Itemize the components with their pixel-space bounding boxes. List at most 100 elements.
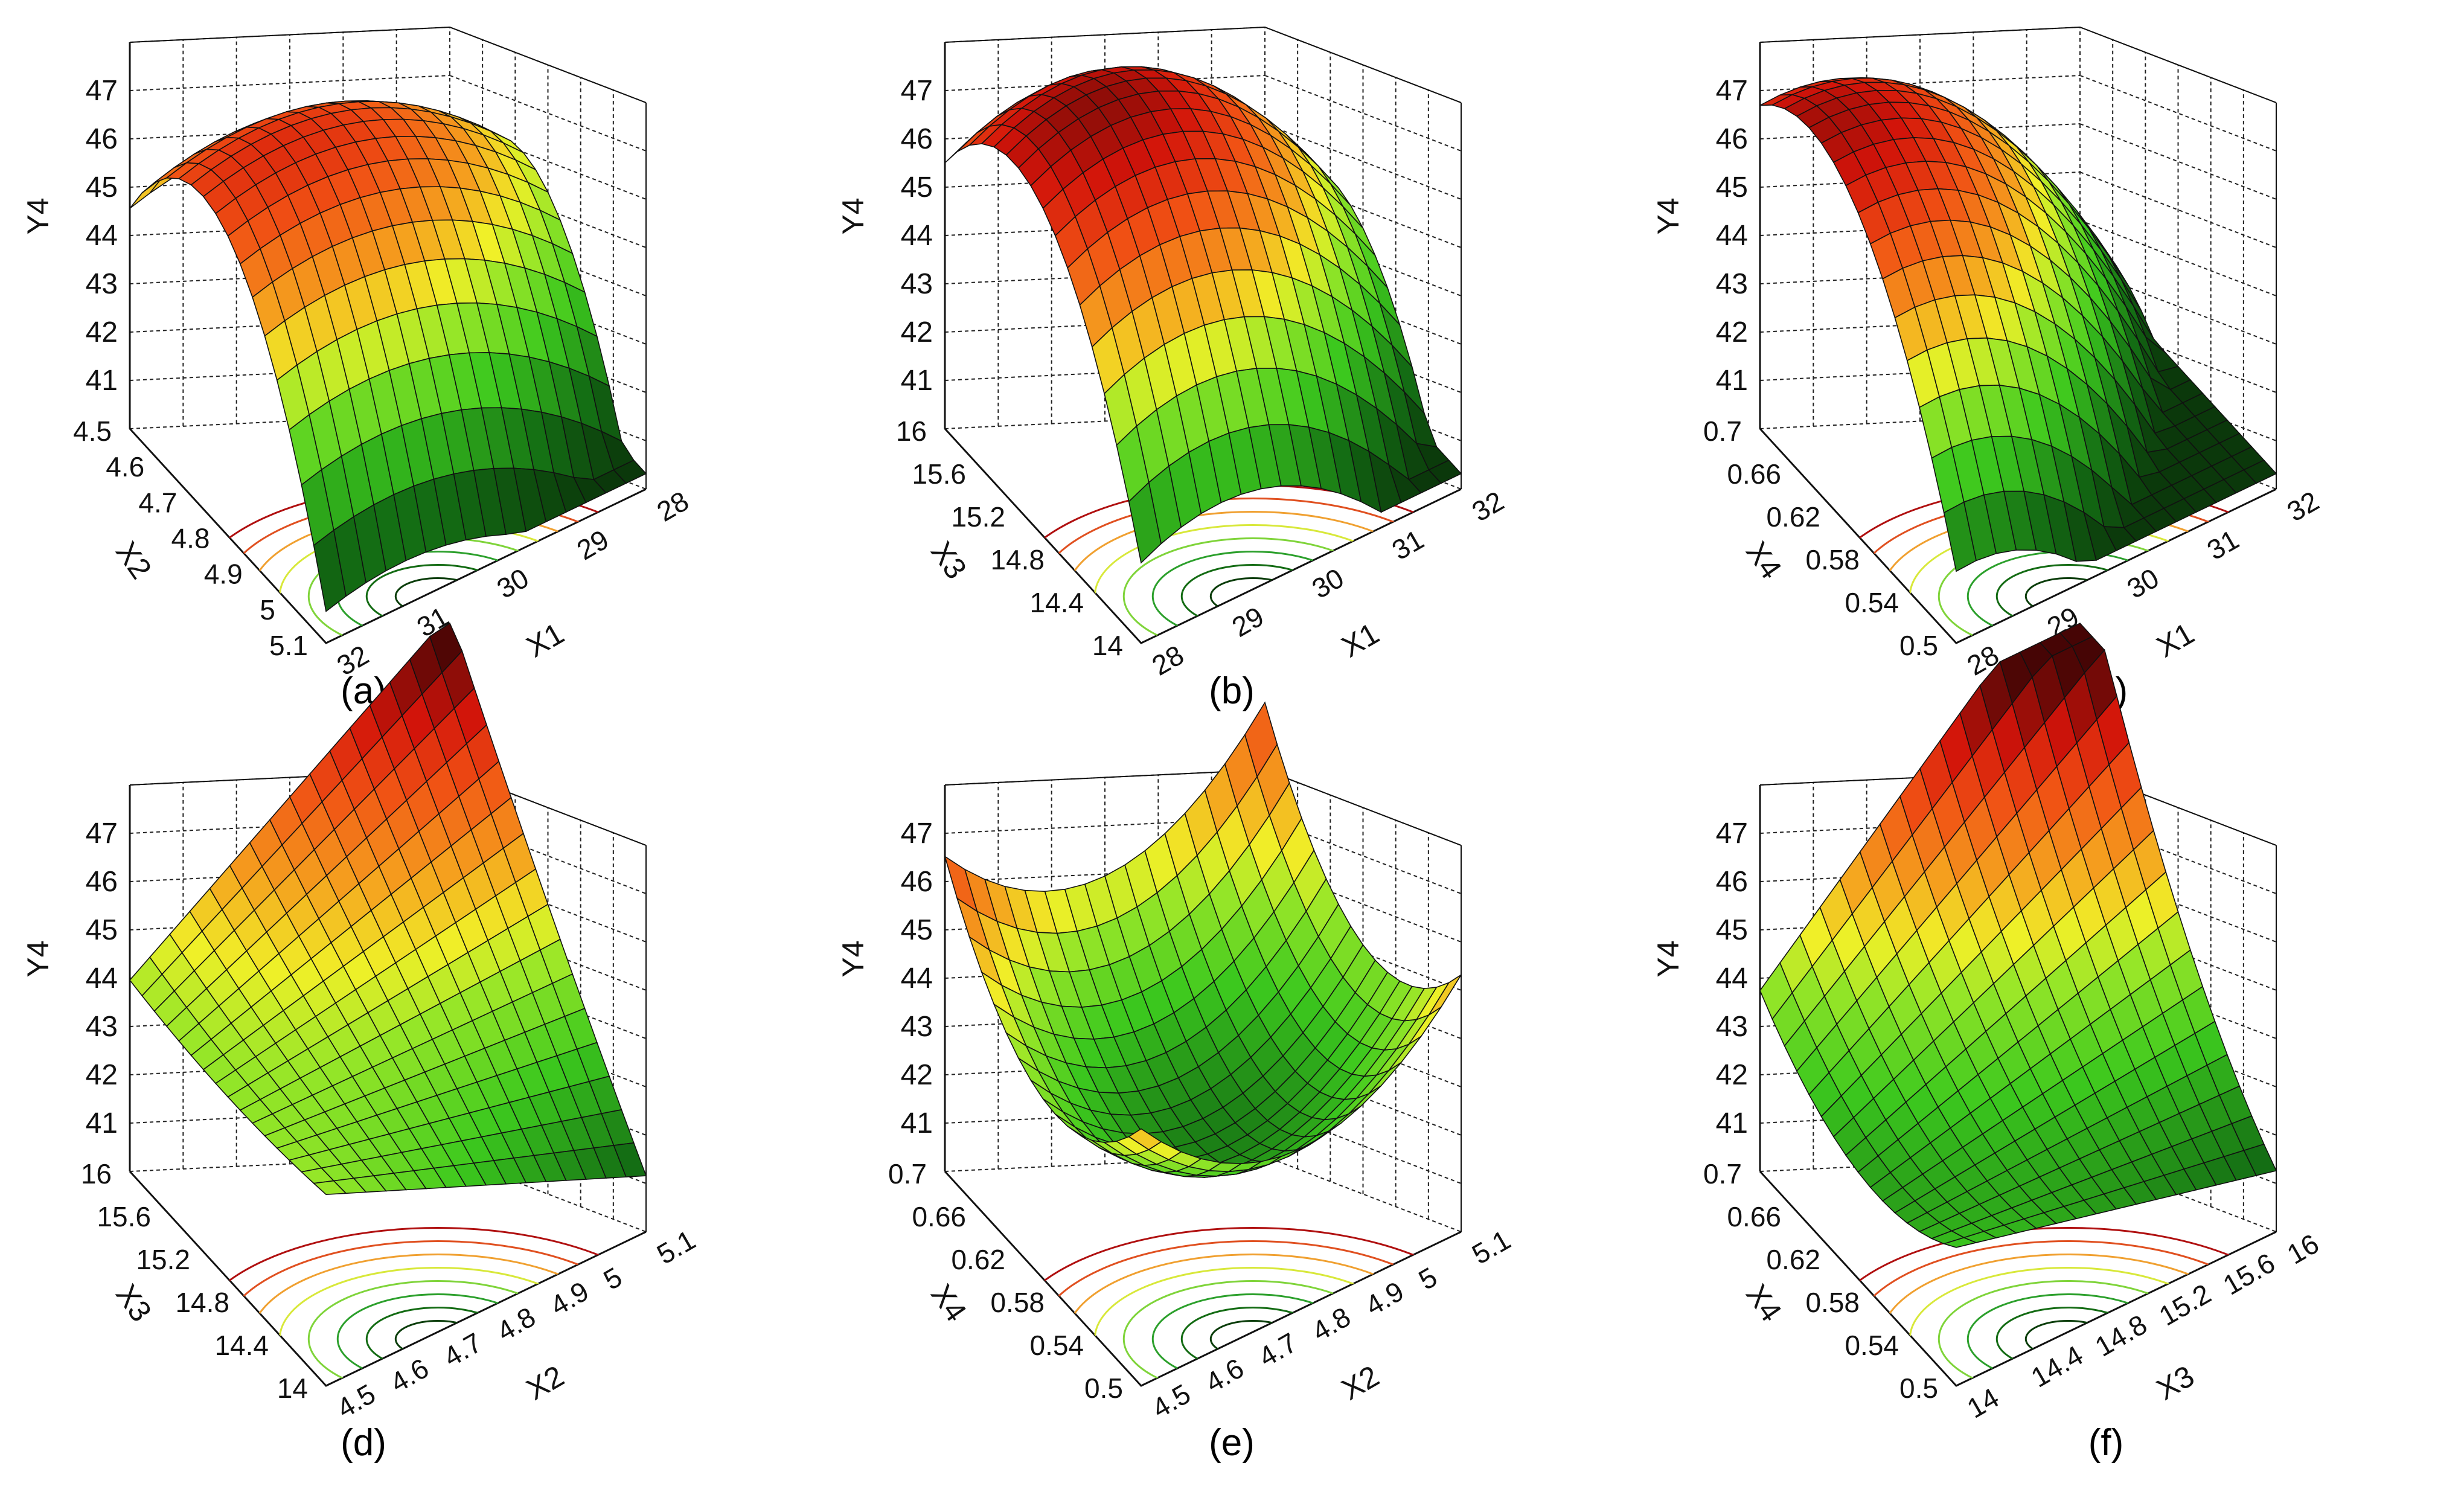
x-tick-label: 4.8 <box>1307 1301 1355 1347</box>
z-tick-label: 47 <box>86 75 118 107</box>
z-tick-label: 44 <box>86 962 118 994</box>
x-tick-label: 4.7 <box>438 1327 487 1373</box>
z-tick-label: 45 <box>86 171 118 203</box>
back-grid-line <box>2079 75 2277 152</box>
floor-contour-line <box>1035 1240 1461 1386</box>
back-grid-line <box>1264 123 1462 200</box>
y-axis-label: X2 <box>109 536 158 585</box>
surface-cell <box>613 460 647 484</box>
x-tick-label: 28 <box>1147 639 1189 682</box>
z-tick-label: 41 <box>1716 1107 1748 1139</box>
x-tick-label: 5 <box>598 1261 627 1296</box>
axis-frame <box>944 1170 1462 1387</box>
y-tick-label: 16 <box>896 415 927 447</box>
axis-frame <box>1759 26 2277 103</box>
axis-frame <box>129 428 647 644</box>
floor-contour-line <box>1035 498 1461 643</box>
z-tick-label: 42 <box>1716 1059 1748 1091</box>
y-tick-label: 0.62 <box>951 1244 1005 1275</box>
z-tick-label: 45 <box>901 171 933 203</box>
x-axis-label: X1 <box>2151 616 2200 664</box>
floor-contour-line <box>1180 1307 1325 1371</box>
x-tick-label: 32 <box>1467 485 1509 528</box>
surface-cell <box>2243 1143 2277 1176</box>
z-tick-label: 43 <box>1716 268 1748 300</box>
x-tick-label: 5.1 <box>1467 1224 1515 1270</box>
x-tick-label: 29 <box>1227 600 1269 643</box>
z-tick-label: 47 <box>901 818 933 850</box>
axis-frame <box>129 1170 647 1387</box>
y-tick-label: 14.8 <box>990 544 1045 575</box>
z-tick-label: 47 <box>1716 75 1748 107</box>
back-grid-line <box>129 75 450 91</box>
y-tick-label: 14.8 <box>175 1287 229 1318</box>
x-axis-label: X2 <box>521 1359 570 1406</box>
z-tick-label: 42 <box>1716 316 1748 348</box>
y-tick-label: 4.7 <box>138 487 177 518</box>
y-tick-label: 0.7 <box>888 1158 927 1190</box>
surface-cell <box>613 1142 647 1177</box>
y-tick-label: 0.62 <box>1766 501 1820 533</box>
z-tick-label: 46 <box>86 866 118 898</box>
floor-contour-line <box>220 1240 646 1386</box>
y-tick-label: 0.5 <box>1084 1372 1123 1404</box>
x-axis-label: X2 <box>1336 1359 1385 1406</box>
x-tick-label: 16 <box>2282 1228 2324 1270</box>
y-axis-label: X4 <box>924 1278 973 1328</box>
y-tick-label: 5 <box>260 594 275 626</box>
x-tick-label: 4.7 <box>1253 1327 1302 1373</box>
y-tick-label: 15.6 <box>912 458 966 490</box>
x-tick-label: 31 <box>1387 524 1429 566</box>
z-tick-label: 47 <box>1716 818 1748 850</box>
x-tick-label: 4.6 <box>385 1352 434 1398</box>
y-tick-label: 15.6 <box>97 1201 151 1232</box>
y-tick-label: 0.5 <box>1899 630 1938 661</box>
z-tick-label: 44 <box>86 220 118 252</box>
back-grid-line <box>449 75 647 152</box>
z-tick-label: 46 <box>1716 123 1748 155</box>
z-tick-label: 41 <box>901 1107 933 1139</box>
z-tick-label: 45 <box>901 914 933 946</box>
z-tick-label: 41 <box>901 365 933 397</box>
surface-cell <box>1428 460 1462 484</box>
y-tick-label: 0.66 <box>912 1201 966 1232</box>
z-tick-label: 46 <box>901 866 933 898</box>
surface-cell <box>129 177 163 209</box>
surface-panel-d: 41 42 43 44 45 46 47 Y4 16 15.6 15.2 14.8 14.4 14 X3 4.… <box>21 623 700 1424</box>
y-tick-label: 0.58 <box>1805 544 1860 575</box>
z-tick-label: 46 <box>1716 866 1748 898</box>
z-axis-label: Y4 <box>1651 940 1685 977</box>
x-tick-label: 30 <box>491 562 534 605</box>
x-tick-label: 4.9 <box>545 1275 594 1322</box>
z-tick-label: 44 <box>901 220 933 252</box>
x-tick-label: 30 <box>1307 562 1349 605</box>
y-axis-label: X3 <box>109 1278 158 1328</box>
panel-caption-d: (d) <box>341 1422 386 1464</box>
y-axis-label: X4 <box>1739 1278 1788 1328</box>
y-tick-label: 14 <box>277 1372 308 1404</box>
panel-caption-e: (e) <box>1209 1422 1255 1464</box>
z-tick-label: 43 <box>86 1011 118 1043</box>
z-tick-label: 46 <box>86 123 118 155</box>
x-axis-label: X3 <box>2151 1359 2200 1406</box>
y-axis-label: X3 <box>924 536 973 585</box>
z-tick-label: 42 <box>86 1059 118 1091</box>
y-axis-label: X4 <box>1739 536 1788 585</box>
x-axis-label: X1 <box>521 616 570 664</box>
y-tick-label: 15.2 <box>951 501 1005 533</box>
y-tick-label: 4.6 <box>106 451 144 482</box>
y-tick-label: 0.54 <box>1845 1330 1899 1361</box>
z-tick-label: 44 <box>1716 220 1748 252</box>
back-grid-line <box>1264 75 1462 152</box>
floor-contour-line <box>365 1307 510 1371</box>
y-tick-label: 0.5 <box>1899 1372 1938 1404</box>
x-tick-label: 14 <box>1962 1382 2004 1424</box>
y-tick-label: 0.7 <box>1703 1158 1742 1190</box>
y-tick-label: 0.62 <box>1766 1244 1820 1275</box>
y-tick-label: 0.58 <box>990 1287 1045 1318</box>
y-tick-label: 0.66 <box>1727 458 1781 490</box>
z-tick-label: 42 <box>901 1059 933 1091</box>
y-tick-label: 4.5 <box>73 415 112 447</box>
y-tick-label: 0.54 <box>1845 587 1899 618</box>
